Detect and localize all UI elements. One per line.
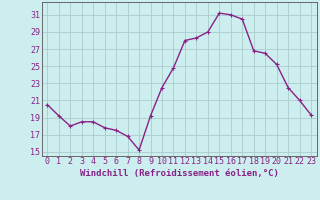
X-axis label: Windchill (Refroidissement éolien,°C): Windchill (Refroidissement éolien,°C) [80, 169, 279, 178]
